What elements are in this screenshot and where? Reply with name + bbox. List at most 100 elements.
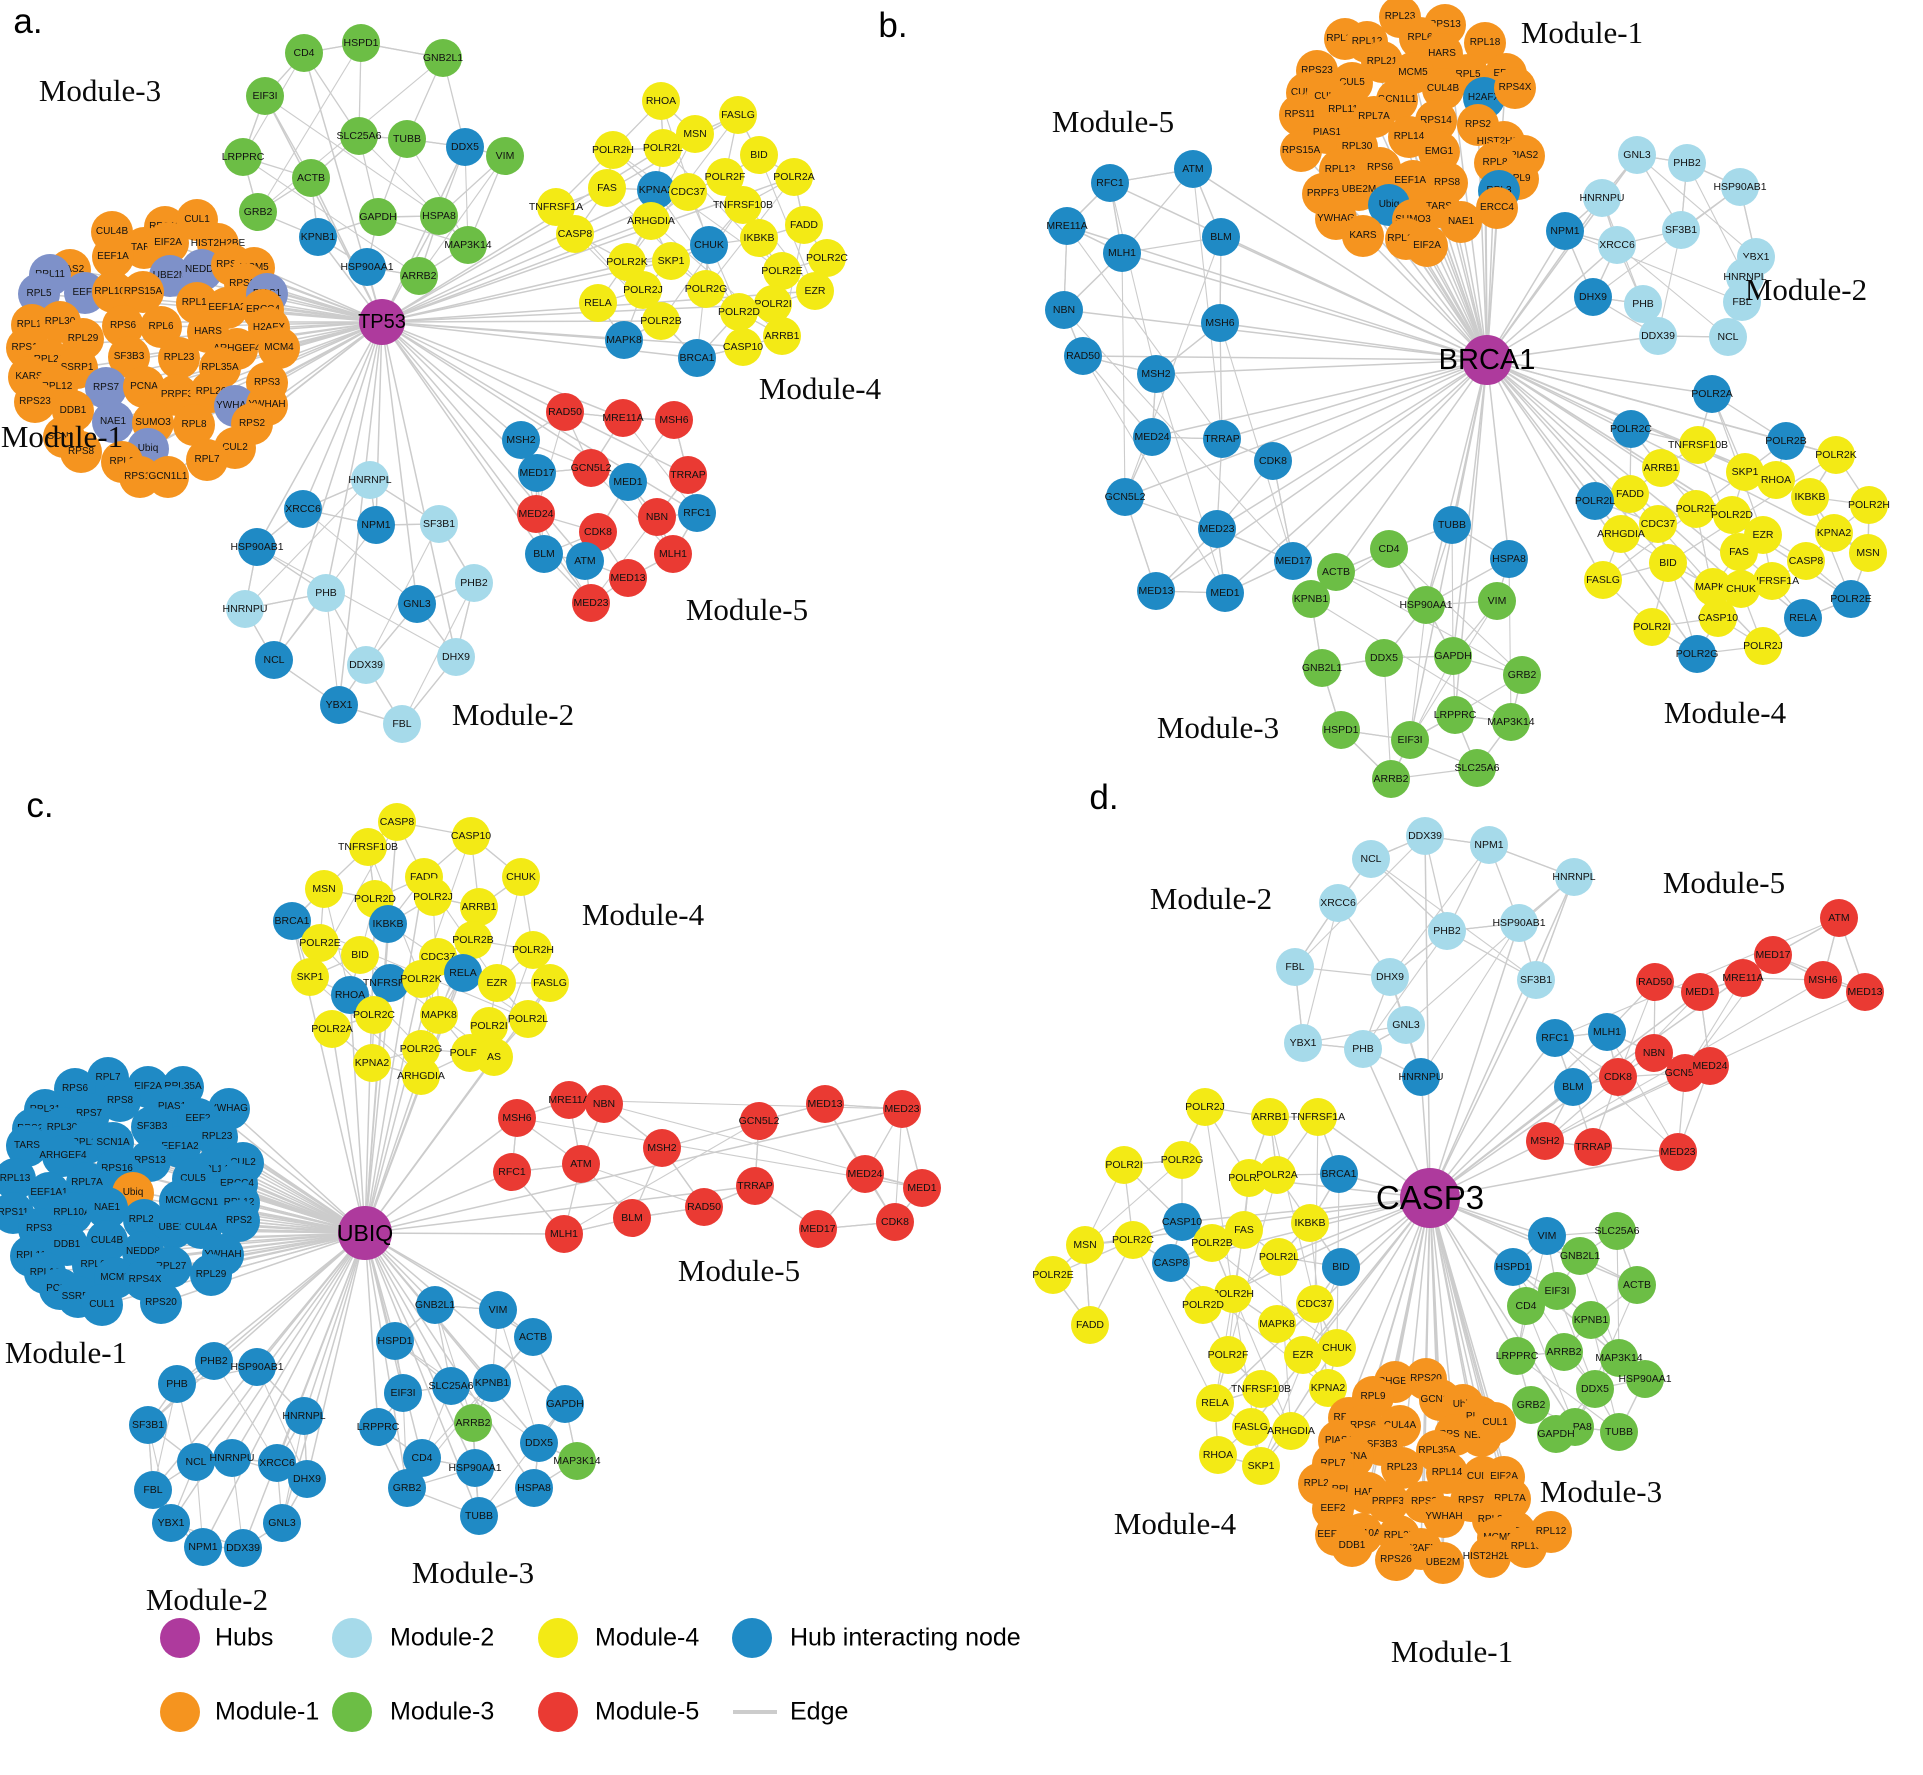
legend-label-module-4: Module-4: [595, 1623, 700, 1652]
node-HSP90AA1: HSP90AA1: [448, 1449, 502, 1487]
node-HSP90AA1: HSP90AA1: [1399, 586, 1453, 624]
node-CDK8: CDK8: [1254, 442, 1292, 480]
node-MSH2: MSH2: [643, 1129, 681, 1167]
node-POLR2K: POLR2K: [1815, 436, 1857, 474]
node-RELA: RELA: [1784, 599, 1822, 637]
edge: [1272, 359, 1488, 462]
node-TRRAP: TRRAP: [1203, 420, 1241, 458]
node-ARHGDIA: ARHGDIA: [397, 1057, 445, 1095]
node-MSH6: MSH6: [498, 1099, 536, 1137]
node-BID: BID: [740, 136, 778, 174]
node-MRE11A: MRE11A: [548, 1081, 590, 1119]
node-CDC37: CDC37: [669, 173, 707, 211]
module-label-c-module-4: Module-4: [581, 897, 705, 932]
node-RPL23: RPL23: [158, 337, 200, 379]
edge: [590, 474, 689, 604]
edge: [364, 1056, 495, 1234]
legend-swatch-module-1: [160, 1692, 200, 1732]
node-POLR2B: POLR2B: [1191, 1224, 1233, 1262]
node-RELA: RELA: [444, 954, 482, 992]
node-ARRB2: ARRB2: [400, 257, 438, 295]
node-MSN: MSN: [305, 870, 343, 908]
node-MLH1: MLH1: [1588, 1013, 1626, 1051]
node-FADD: FADD: [785, 206, 823, 244]
edge: [364, 1232, 566, 1405]
edge: [349, 994, 366, 1234]
node-BRCA1: BRCA1: [1320, 1155, 1358, 1193]
node-MED24: MED24: [1133, 418, 1171, 456]
node-PHB: PHB: [1624, 285, 1662, 323]
node-GCN5L2: GCN5L2: [571, 449, 611, 487]
edge: [1362, 930, 1448, 1050]
node-GNL3: GNL3: [1618, 136, 1656, 174]
edge: [1063, 309, 1488, 361]
node-FBL: FBL: [134, 1471, 172, 1509]
node-PHB2: PHB2: [1428, 912, 1466, 950]
node-XRCC6: XRCC6: [258, 1444, 296, 1482]
node-MED13: MED13: [1137, 572, 1175, 610]
node-BLM: BLM: [1202, 218, 1240, 256]
edge: [1486, 359, 1596, 502]
legend-swatch-module-2: [332, 1618, 372, 1658]
node-AS: AS: [475, 1038, 513, 1076]
node-TNFRSF1A: TNFRSF1A: [1291, 1098, 1345, 1136]
node-HSPD1: HSPD1: [342, 24, 380, 62]
module-label-d-module-2: Module-2: [1149, 881, 1273, 916]
node-FASLG: FASLG: [1232, 1408, 1270, 1446]
node-POLR2E: POLR2E: [1830, 580, 1872, 618]
node-NPM1: NPM1: [184, 1528, 222, 1566]
edge: [302, 321, 383, 510]
node-GRB2: GRB2: [1512, 1386, 1550, 1424]
node-HSP90AA1: HSP90AA1: [1618, 1360, 1672, 1398]
node-FBL: FBL: [1723, 283, 1761, 321]
edge: [1409, 604, 1427, 741]
legend-label-module-5: Module-5: [595, 1697, 700, 1726]
node-HNRNPL: HNRNPL: [348, 461, 392, 499]
node-POLR2A: POLR2A: [1256, 1156, 1298, 1194]
legend-label-edge: Edge: [790, 1697, 849, 1726]
node-RHOA: RHOA: [1199, 1436, 1237, 1474]
edge: [1486, 359, 1742, 590]
node-NAE1: NAE1: [92, 401, 134, 443]
edge: [1525, 1305, 1576, 1428]
node-GRB2: GRB2: [239, 193, 277, 231]
edge: [497, 1309, 540, 1444]
edge: [1383, 657, 1392, 780]
node-MED17: MED17: [1754, 936, 1792, 974]
node-PHB2: PHB2: [1668, 144, 1706, 182]
legend-swatch-hub-interacting-node: [732, 1618, 772, 1658]
panel-letter-a: a.: [13, 2, 43, 41]
edge: [1155, 359, 1488, 592]
node-NBN: NBN: [585, 1085, 623, 1123]
node-POLR2B: POLR2B: [452, 921, 494, 959]
node-POLR2F: POLR2F: [1208, 1336, 1248, 1374]
node-RFC1: RFC1: [1536, 1019, 1574, 1057]
edge: [364, 1232, 408, 1489]
edge: [1084, 1159, 1183, 1246]
node-MAP3K14: MAP3K14: [553, 1442, 601, 1480]
node-CDK8: CDK8: [1599, 1058, 1637, 1096]
node-EIF3I: EIF3I: [246, 77, 284, 115]
node-HSPA8: HSPA8: [515, 1469, 553, 1507]
node-GNL3: GNL3: [398, 585, 436, 623]
node-YBX1: YBX1: [320, 686, 358, 724]
node-GAPDH: GAPDH: [546, 1385, 584, 1423]
node-MED24: MED24: [846, 1155, 884, 1193]
edge: [228, 1108, 366, 1234]
node-GRB2: GRB2: [1503, 656, 1541, 694]
edge: [1302, 902, 1339, 1044]
node-CDC37: CDC37: [1296, 1285, 1334, 1323]
node-ARRB2: ARRB2: [454, 1404, 492, 1442]
node-ACTB: ACTB: [1317, 553, 1355, 591]
node-SF3B1: SF3B1: [420, 505, 458, 543]
node-GNL3: GNL3: [263, 1504, 301, 1542]
legend-swatch-module-3: [332, 1692, 372, 1732]
edge: [1192, 168, 1223, 440]
node-YWHAH: YWHAH: [1423, 1496, 1465, 1538]
node-KPNB1: KPNB1: [1572, 1301, 1610, 1339]
node-BLM: BLM: [525, 535, 563, 573]
node-MSN: MSN: [1066, 1226, 1104, 1264]
module-label-a-module-3: Module-3: [38, 73, 162, 108]
node-XRCC6: XRCC6: [1598, 226, 1636, 264]
node-HSPA8: HSPA8: [1490, 540, 1528, 578]
